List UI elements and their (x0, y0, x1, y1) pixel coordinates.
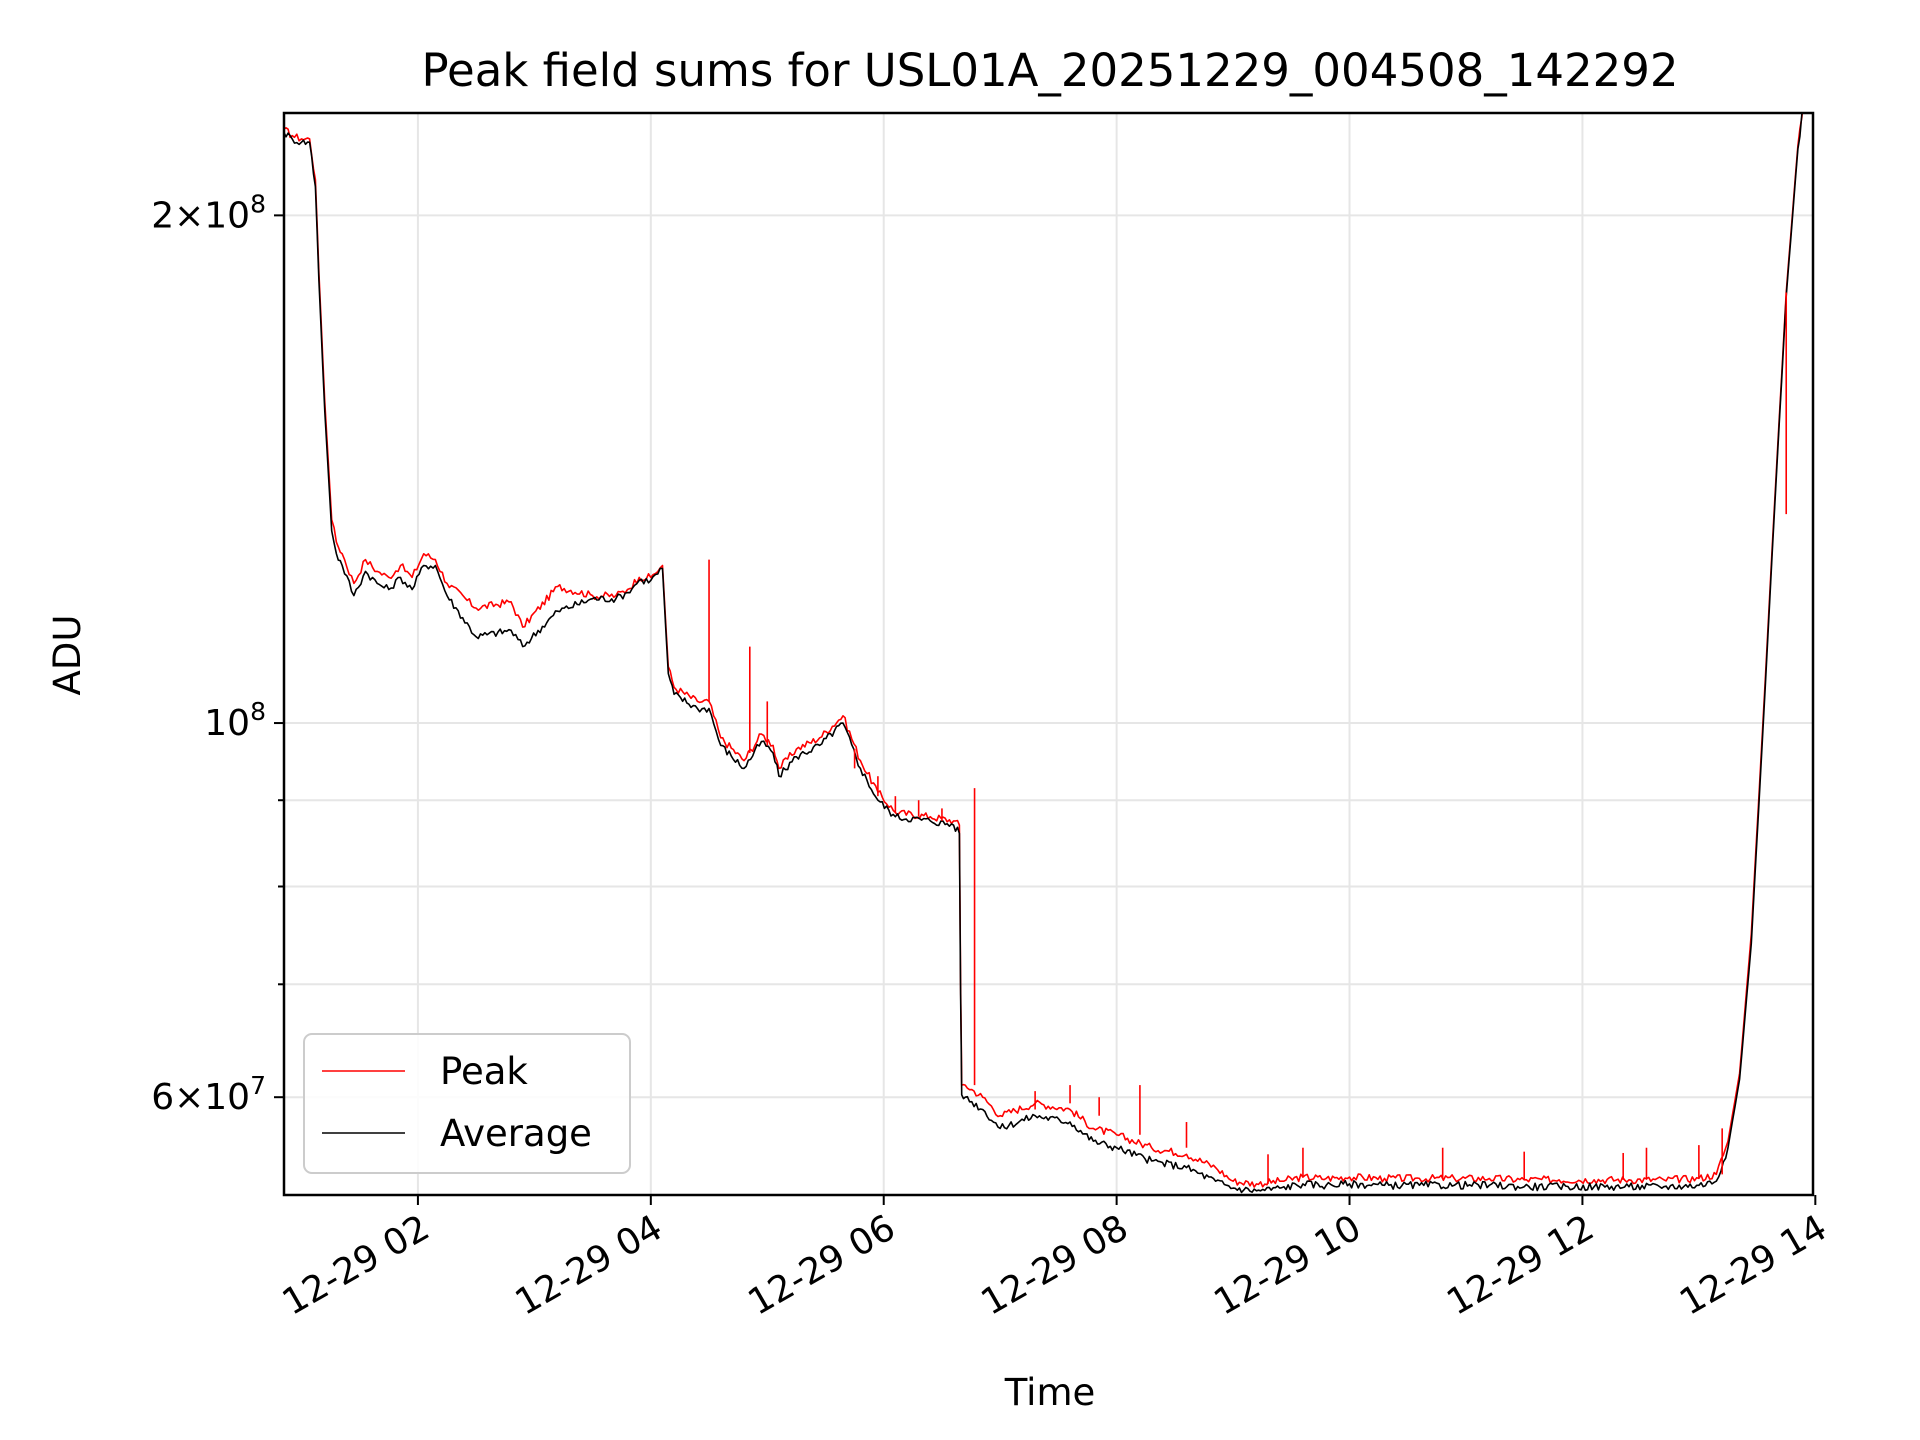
y-axis-title: ADU (46, 615, 89, 696)
y-tick-label: 2×108 (151, 189, 266, 236)
y-tick-label: 6×107 (151, 1071, 266, 1118)
y-tick-label: 108 (204, 697, 266, 744)
plot-frame (282, 111, 1815, 1197)
series-line-average (284, 113, 1803, 1194)
legend: Peak Average (303, 1033, 631, 1174)
legend-box (303, 1033, 631, 1174)
grid-lines (284, 113, 1813, 1195)
legend-label-average: Average (440, 1112, 592, 1155)
plot-area (284, 113, 1804, 1194)
chart-title: Peak field sums for USL01A_20251229_0045… (421, 44, 1678, 97)
series-line-peak (284, 113, 1804, 1188)
legend-label-peak: Peak (440, 1050, 528, 1093)
x-axis-title: Time (1004, 1371, 1096, 1414)
